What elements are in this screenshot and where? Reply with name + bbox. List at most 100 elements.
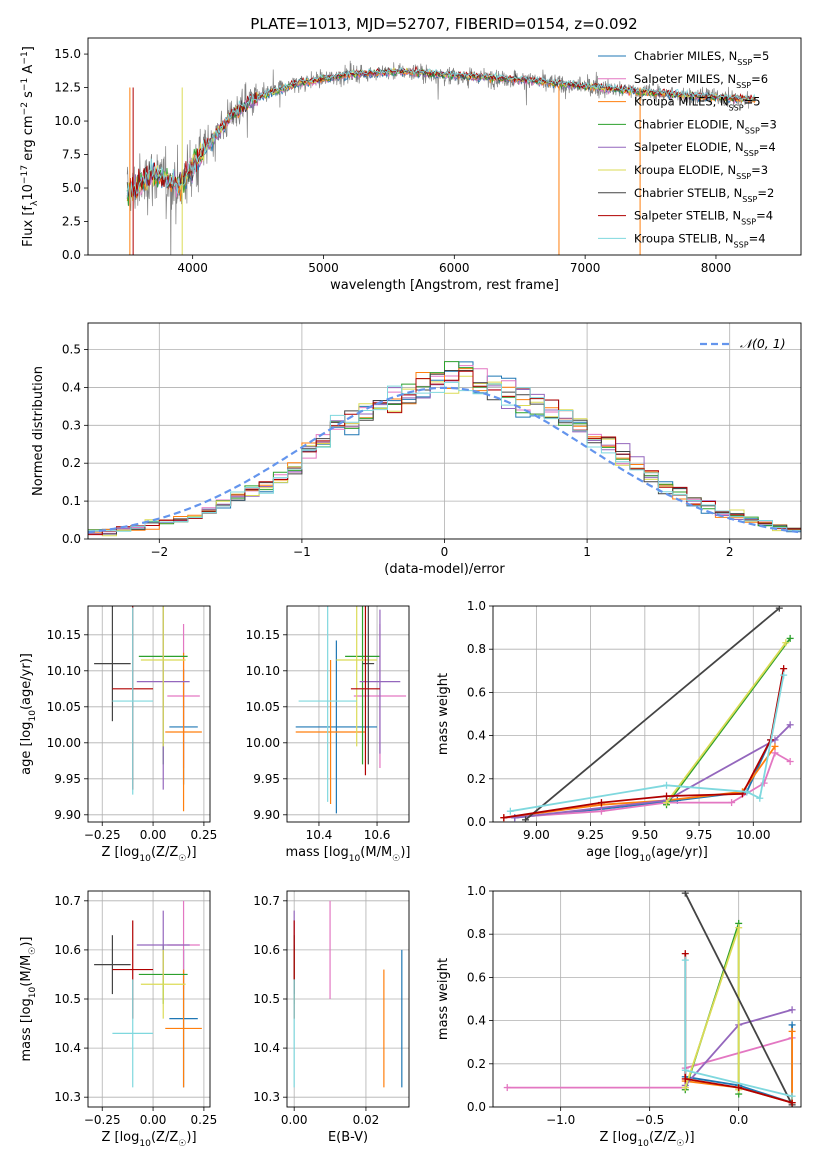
- x-tick-label: 6000: [439, 261, 470, 275]
- spectrum-panel: 4000 5000 6000 7000 8000 0.0 2.5 5.0 7.5 10.0 12.5…: [20, 37, 802, 293]
- y-tick-label: 1.0: [467, 599, 486, 613]
- label-part: (M/M: [19, 955, 34, 987]
- label-part: )]: [186, 845, 196, 860]
- age-vs-z-panel: −0.25 0.00 0.25 9.90 9.95 10.00 10.05 10.10 10.1…: [19, 605, 217, 864]
- label-part: Chabrier MILES, N: [634, 49, 737, 63]
- legend-label: Kroupa ELODIE, NSSP=3: [634, 163, 768, 181]
- y-tick-label: 10.3: [54, 1090, 81, 1104]
- y-tick-label: 2.5: [62, 215, 81, 229]
- y-tick-label: 0.0: [467, 815, 486, 829]
- y-tick-label: 10.6: [253, 943, 280, 957]
- label-part: mass weight: [436, 958, 451, 1040]
- x-tick-label: 1: [583, 545, 591, 559]
- label-part: Salpeter MILES, N: [634, 72, 736, 86]
- y-tick-label: 0.0: [467, 1100, 486, 1114]
- x-tick-label: −2: [150, 545, 168, 559]
- plot-content: [126, 60, 756, 255]
- y-tick-label: 10.7: [253, 894, 280, 908]
- x-tick-label: 0.00: [140, 828, 167, 842]
- plot-content: [88, 606, 210, 822]
- x-tick-label: 0: [441, 545, 449, 559]
- plot-content: [88, 323, 801, 539]
- y-tick-label: 0.0: [62, 532, 81, 546]
- label-part: ☉: [676, 1139, 684, 1149]
- label-part: age [log: [586, 845, 639, 860]
- x-tick-label: −1: [293, 545, 311, 559]
- histogram-step: [88, 361, 801, 532]
- y-tick-label: 0.8: [467, 642, 486, 656]
- label-part: SSP: [745, 126, 760, 135]
- plot-content: [287, 606, 409, 822]
- axes-frame: [492, 605, 802, 823]
- axes-frame: [87, 605, 211, 823]
- y-tick-label: 10.6: [54, 943, 81, 957]
- label-part: =4: [756, 209, 773, 223]
- residual-panel: −2 −1 0 1 2 0.0 0.1 0.2 0.3 0.4 0.5 (data-model)/er…: [31, 322, 802, 577]
- label-part: E(B-V): [328, 1130, 368, 1145]
- label-part: =2: [757, 186, 774, 200]
- label-part: (age/yr)]: [19, 653, 34, 710]
- label-part: )]: [684, 1130, 694, 1145]
- legend-label: 𝒩(0, 1): [740, 336, 786, 351]
- y-tick-label: 10.4: [253, 1041, 280, 1055]
- y-tick-label: 7.5: [62, 148, 81, 162]
- y-tick-label: 10.0: [54, 114, 81, 128]
- label-part: (age/yr)]: [651, 845, 708, 860]
- label-part: SSP: [741, 217, 756, 226]
- label-part: 10: [21, 184, 36, 201]
- age-vs-mass-panel: 10.4 10.6 9.90 9.95 10.00 10.05 10.10 10.15 mass…: [246, 605, 411, 864]
- label-part: )]: [19, 937, 34, 947]
- label-part: 10: [28, 710, 38, 722]
- label-part: (M/M: [360, 845, 392, 860]
- label-part: Kroupa ELODIE, N: [634, 163, 736, 177]
- y-tick-label: 5.0: [62, 181, 81, 195]
- label-part: )]: [400, 845, 410, 860]
- label-part: −1: [20, 78, 30, 91]
- x-axis-label: Z [log10(Z/Z☉)]: [599, 1130, 694, 1149]
- model-spectrum: [126, 65, 756, 197]
- y-axis-label: age [log10(age/yr)]: [19, 653, 38, 775]
- panels: 4000 5000 6000 7000 80000.02.55.07.510.012.5…: [19, 37, 802, 1149]
- legend-label: Salpeter MILES, NSSP=6: [634, 72, 768, 90]
- y-tick-label: 0.6: [467, 685, 486, 699]
- label-part: =4: [749, 231, 766, 245]
- y-tick-label: 10.3: [253, 1090, 280, 1104]
- x-axis-label: age [log10(age/yr)]: [586, 845, 708, 864]
- y-tick-label: 10.00: [246, 736, 280, 750]
- x-tick-label: 7000: [570, 261, 601, 275]
- y-tick-label: 0.8: [467, 927, 486, 941]
- x-tick-label: 10.00: [736, 828, 770, 842]
- plot-area: [88, 606, 210, 822]
- label-part: SSP: [729, 103, 744, 112]
- label-part: 10: [639, 854, 651, 864]
- label-part: mass [log: [19, 998, 34, 1061]
- x-tick-label: 9.25: [577, 828, 604, 842]
- y-tick-label: 10.5: [253, 992, 280, 1006]
- y-tick-label: 0.4: [467, 729, 486, 743]
- label-part: Kroupa MILES, N: [634, 95, 729, 109]
- x-axis-label: mass [log10(M/M☉)]: [286, 845, 411, 864]
- label-part: wavelength [Angstrom, rest frame]: [330, 278, 559, 293]
- label-part: Z [log: [101, 1130, 139, 1145]
- x-tick-label: 5000: [308, 261, 339, 275]
- y-tick-label: 0.4: [62, 380, 81, 394]
- y-tick-label: 10.7: [54, 894, 81, 908]
- y-tick-label: 0.4: [467, 1014, 486, 1028]
- y-tick-label: 0.2: [62, 456, 81, 470]
- legend-label: Salpeter ELODIE, NSSP=4: [634, 140, 776, 158]
- label-part: Flux [f: [21, 206, 36, 247]
- y-tick-label: 0.0: [62, 248, 81, 262]
- y-tick-label: 0.2: [467, 772, 486, 786]
- label-part: =5: [752, 49, 769, 63]
- y-tick-label: 0.3: [62, 418, 81, 432]
- y-axis-label: mass weight: [436, 958, 451, 1040]
- x-tick-label: 0.02: [353, 1113, 380, 1127]
- y-tick-label: 0.2: [467, 1057, 486, 1071]
- label-part: ☉: [178, 854, 186, 864]
- model-spectrum: [126, 67, 756, 200]
- label-part: SSP: [744, 149, 759, 158]
- label-part: ☉: [28, 947, 38, 955]
- x-tick-label: 0.00: [140, 1113, 167, 1127]
- label-part: =4: [759, 140, 776, 154]
